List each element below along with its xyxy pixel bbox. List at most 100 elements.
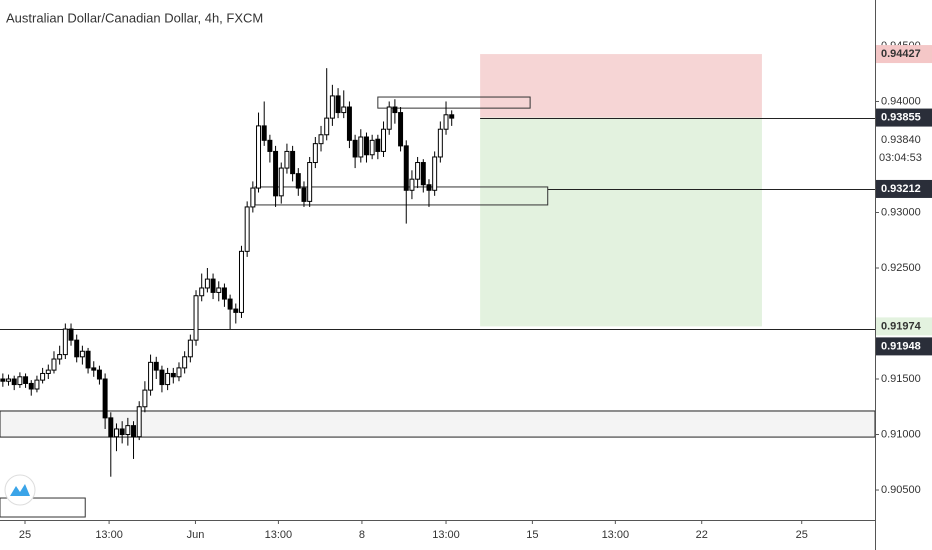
plot-area [0, 54, 876, 518]
drawing-rect [377, 96, 531, 109]
x-tick-label: 15 [526, 529, 538, 541]
candle-body [449, 114, 455, 119]
candle-body [23, 376, 29, 384]
candle-body [312, 143, 318, 164]
candle-body [227, 298, 233, 310]
candle-body [79, 350, 85, 358]
x-tick-label: 8 [359, 529, 365, 541]
candle-body [45, 369, 51, 374]
candle-body [426, 184, 432, 191]
candle-body [165, 372, 171, 386]
candle-body [210, 278, 216, 293]
candle-body [318, 134, 324, 145]
candle-body [358, 136, 364, 158]
candle-body [204, 278, 210, 289]
candle-body [346, 106, 352, 141]
candle-body [170, 372, 176, 378]
x-tick-label: 13:00 [432, 529, 460, 541]
price-badge [876, 45, 932, 64]
price-badge [876, 179, 932, 198]
candle-body [267, 139, 273, 152]
x-tick-label: 25 [796, 529, 808, 541]
candle-body [238, 250, 244, 313]
candle-body [415, 162, 421, 180]
candle-body [142, 389, 148, 408]
candle-body [62, 328, 68, 356]
candle-body [324, 117, 330, 136]
y-tick-label: 0.94000 [881, 95, 921, 107]
candle-body [40, 372, 46, 381]
candle-body [278, 167, 284, 197]
candle-body [250, 187, 256, 208]
y-tick-label: 0.91000 [881, 428, 921, 440]
drawing-rect [0, 497, 86, 518]
candle-body [119, 428, 125, 436]
x-tick-label: 13:00 [602, 529, 630, 541]
candle-body [403, 145, 409, 191]
candle-body [193, 295, 199, 341]
candle-body [159, 369, 165, 386]
candle-body [28, 382, 34, 390]
price-badge-label: 0.94427 [881, 48, 921, 60]
candle-body [199, 287, 205, 297]
price-badge-label: 0.93855 [881, 111, 921, 123]
y-tick-label: 0.91500 [881, 373, 921, 385]
candle-body [295, 173, 301, 189]
candle-body [273, 150, 279, 197]
candle-body [437, 128, 443, 158]
x-tick-label: 22 [696, 529, 708, 541]
candle-body [284, 150, 290, 169]
candle-body [369, 139, 375, 156]
price-badge-label: 0.91974 [881, 320, 922, 332]
candle-body [363, 136, 369, 156]
chart-title: Australian Dollar/Canadian Dollar, 4h, F… [6, 10, 263, 25]
candle-body [17, 376, 23, 386]
candle-body [6, 378, 12, 382]
candle-body [136, 406, 142, 438]
candle-body [182, 356, 188, 369]
candle-body [57, 354, 63, 360]
price-badge-label: 0.93212 [881, 183, 921, 195]
candle-body [420, 162, 426, 186]
candle-body [381, 128, 387, 152]
price-badge [876, 317, 932, 336]
candle-body [307, 162, 313, 202]
x-tick-label: 13:00 [95, 529, 123, 541]
candle-body [256, 125, 262, 189]
x-tick-label: 13:00 [265, 529, 293, 541]
y-tick-label: 0.93000 [881, 206, 921, 218]
drawing-rect [0, 410, 876, 438]
candle-body [352, 139, 358, 158]
candle-body [51, 358, 57, 371]
candle-body [113, 428, 119, 438]
x-tick-label: Jun [187, 529, 205, 541]
logo [4, 474, 36, 506]
candle-body [335, 95, 341, 114]
price-badge [876, 337, 932, 356]
candle-body [301, 187, 307, 202]
candle-body [125, 425, 131, 436]
candle-body [148, 361, 154, 391]
candle-body [131, 425, 137, 438]
candle-body [216, 287, 222, 293]
drawing-rect [480, 117, 762, 327]
candle-body [261, 125, 267, 141]
candle-body [409, 178, 415, 191]
candle-body [244, 206, 250, 252]
candle-body [102, 378, 108, 419]
candle-body [375, 138, 381, 152]
candle-body [187, 339, 193, 358]
candle-body [386, 106, 392, 130]
price-note: 0.93840 [881, 134, 921, 146]
candle-body [153, 361, 159, 371]
candle-body [233, 308, 239, 313]
candle-body [443, 114, 449, 130]
countdown: 03:04:53 [879, 152, 922, 164]
candle-body [11, 378, 17, 386]
candle-body [0, 378, 6, 382]
candle-body [221, 287, 227, 300]
candle-body [85, 350, 91, 369]
price-badge-label: 0.91948 [881, 340, 921, 352]
